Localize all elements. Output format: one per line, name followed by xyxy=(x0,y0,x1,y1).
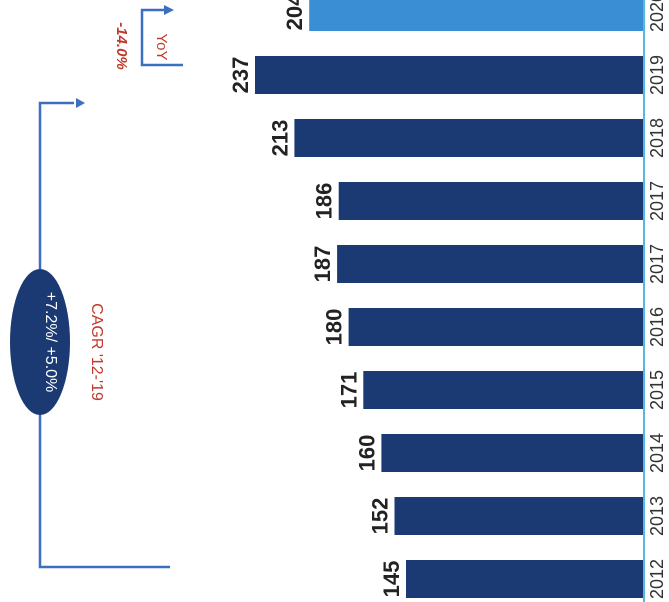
cagr-label: CAGR '12-'19 xyxy=(88,303,105,401)
bar xyxy=(394,497,644,535)
bar xyxy=(309,0,644,31)
bar xyxy=(348,308,644,346)
cagr-values-text: +7.2%/ +5.0% xyxy=(42,292,59,393)
category-label: 2017 xyxy=(647,244,667,284)
category-label: 2019 xyxy=(647,55,667,95)
bar xyxy=(294,119,644,157)
category-label: 2013 xyxy=(647,496,667,536)
value-label: 187 xyxy=(310,246,335,283)
value-label: 152 xyxy=(368,498,393,535)
category-label: 2017 xyxy=(647,181,667,221)
category-label: 2016 xyxy=(647,307,667,347)
yoy-annotation: -14.0% YoY xyxy=(113,5,183,70)
value-label: 160 xyxy=(354,435,379,472)
value-label: 180 xyxy=(322,309,347,346)
yoy-bracket xyxy=(140,8,183,67)
value-label: 213 xyxy=(267,120,292,157)
bar xyxy=(406,560,644,598)
category-label: 2012 xyxy=(647,559,667,599)
category-label: 2018 xyxy=(647,118,667,158)
yoy-arrow-icon xyxy=(164,5,174,15)
value-label: 145 xyxy=(379,561,404,598)
cagr-arrow-icon xyxy=(76,98,85,108)
bars-layer xyxy=(255,0,644,598)
value-label: 204 xyxy=(282,0,307,30)
cagr-ellipse xyxy=(10,269,70,415)
bar xyxy=(337,245,644,283)
value-label: 237 xyxy=(228,57,253,94)
value-label: 186 xyxy=(312,183,337,220)
bar xyxy=(255,56,644,94)
yoy-label: YoY xyxy=(153,34,170,61)
category-label: 2020 xyxy=(647,0,667,32)
bar xyxy=(338,182,644,220)
yoy-value: -14.0% xyxy=(113,22,130,70)
category-label: 2015 xyxy=(647,370,667,410)
value-labels: 145 152 160 171 180 187 186 213 237 204 xyxy=(228,0,404,597)
category-labels: 2012 2013 2014 2015 2016 2017 2017 2018 2019 2020 xyxy=(647,0,667,599)
value-label: 171 xyxy=(336,372,361,409)
bar xyxy=(363,371,644,409)
category-label: 2014 xyxy=(647,433,667,473)
bar xyxy=(381,434,644,472)
cagr-annotation: +7.2%/ +5.0% CAGR '12-'19 xyxy=(10,98,170,569)
